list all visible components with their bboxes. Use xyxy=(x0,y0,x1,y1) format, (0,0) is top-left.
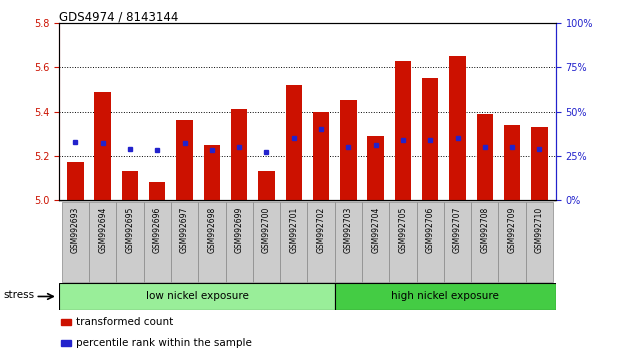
Text: GSM992697: GSM992697 xyxy=(180,207,189,253)
Bar xyxy=(59,283,335,310)
Text: GSM992702: GSM992702 xyxy=(317,207,325,253)
Text: GSM992701: GSM992701 xyxy=(289,207,298,253)
Text: high nickel exposure: high nickel exposure xyxy=(391,291,499,302)
Text: percentile rank within the sample: percentile rank within the sample xyxy=(76,338,252,348)
Text: GDS4974 / 8143144: GDS4974 / 8143144 xyxy=(59,11,178,24)
Bar xyxy=(499,202,526,281)
Bar xyxy=(368,136,384,200)
Bar xyxy=(286,85,302,200)
Bar xyxy=(307,202,335,281)
Bar xyxy=(231,109,247,200)
Bar xyxy=(477,114,493,200)
Text: GSM992709: GSM992709 xyxy=(507,207,517,253)
Bar xyxy=(450,56,466,200)
Bar xyxy=(67,162,84,200)
Bar xyxy=(176,120,193,200)
Text: GSM992703: GSM992703 xyxy=(344,207,353,253)
Text: GSM992693: GSM992693 xyxy=(71,207,80,253)
Bar xyxy=(335,202,362,281)
Bar xyxy=(531,127,548,200)
Bar xyxy=(422,78,438,200)
Bar xyxy=(94,92,111,200)
Text: GSM992705: GSM992705 xyxy=(399,207,407,253)
Bar xyxy=(335,283,556,310)
Bar xyxy=(504,125,520,200)
Bar xyxy=(313,112,329,200)
Bar xyxy=(149,182,165,200)
Text: GSM992699: GSM992699 xyxy=(235,207,243,253)
Bar xyxy=(198,202,225,281)
Text: GSM992700: GSM992700 xyxy=(262,207,271,253)
Bar xyxy=(362,202,389,281)
Bar xyxy=(116,202,143,281)
Text: GSM992695: GSM992695 xyxy=(125,207,135,253)
Bar xyxy=(280,202,307,281)
Bar xyxy=(253,202,280,281)
Text: stress: stress xyxy=(3,290,34,300)
Bar xyxy=(471,202,499,281)
Bar xyxy=(89,202,116,281)
Bar xyxy=(395,61,411,200)
Bar xyxy=(61,319,71,325)
Bar xyxy=(122,171,138,200)
Bar xyxy=(526,202,553,281)
Bar xyxy=(61,202,89,281)
Text: GSM992696: GSM992696 xyxy=(153,207,161,253)
Text: GSM992710: GSM992710 xyxy=(535,207,544,253)
Text: low nickel exposure: low nickel exposure xyxy=(145,291,248,302)
Bar xyxy=(258,171,274,200)
Bar xyxy=(389,202,417,281)
Text: GSM992694: GSM992694 xyxy=(98,207,107,253)
Text: GSM992706: GSM992706 xyxy=(426,207,435,253)
Text: GSM992708: GSM992708 xyxy=(480,207,489,253)
Text: transformed count: transformed count xyxy=(76,317,174,327)
Text: GSM992707: GSM992707 xyxy=(453,207,462,253)
Bar xyxy=(340,101,356,200)
Bar xyxy=(225,202,253,281)
Bar xyxy=(171,202,198,281)
Bar xyxy=(143,202,171,281)
Text: GSM992698: GSM992698 xyxy=(207,207,216,253)
Bar xyxy=(417,202,444,281)
Text: GSM992704: GSM992704 xyxy=(371,207,380,253)
Bar xyxy=(204,145,220,200)
Bar xyxy=(61,339,71,346)
Bar xyxy=(444,202,471,281)
